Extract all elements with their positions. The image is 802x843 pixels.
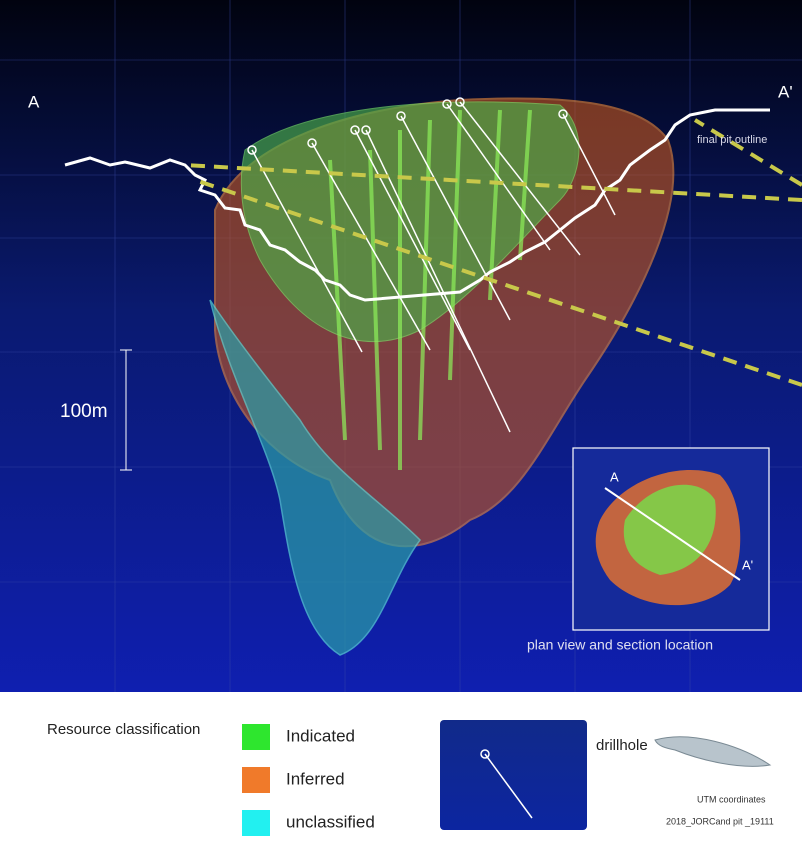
pit-outline <box>64 108 770 302</box>
drillhole-sample <box>440 720 587 830</box>
pit-label: final pit outline <box>697 134 767 146</box>
legend-swatch <box>242 767 270 793</box>
section-label: A' <box>778 82 793 101</box>
scale-label: 100m <box>60 401 108 422</box>
scale-bar <box>120 349 132 471</box>
legend-title: Resource classification <box>47 721 200 738</box>
inset-caption: plan view and section location <box>527 637 713 653</box>
logo <box>654 736 772 767</box>
legend-label: Indicated <box>286 726 355 745</box>
drillhole-label: drillhole <box>596 737 648 754</box>
inset-label: A' <box>742 557 753 572</box>
inset-label: A <box>610 469 619 484</box>
drillholes <box>247 97 616 433</box>
projection-arrows <box>184 118 802 387</box>
legend-label: unclassified <box>286 812 375 831</box>
file-label: 2018_JORCand pit _19111 <box>666 816 774 826</box>
legend-label: Inferred <box>286 769 345 788</box>
legend-swatch <box>242 724 270 750</box>
legend: Indicated Inferred unclassified <box>242 724 375 836</box>
coordinates-label: UTM coordinates <box>697 794 766 804</box>
inset: A A' <box>572 447 770 631</box>
legend-swatch <box>242 810 270 836</box>
section-label: A <box>28 92 40 111</box>
